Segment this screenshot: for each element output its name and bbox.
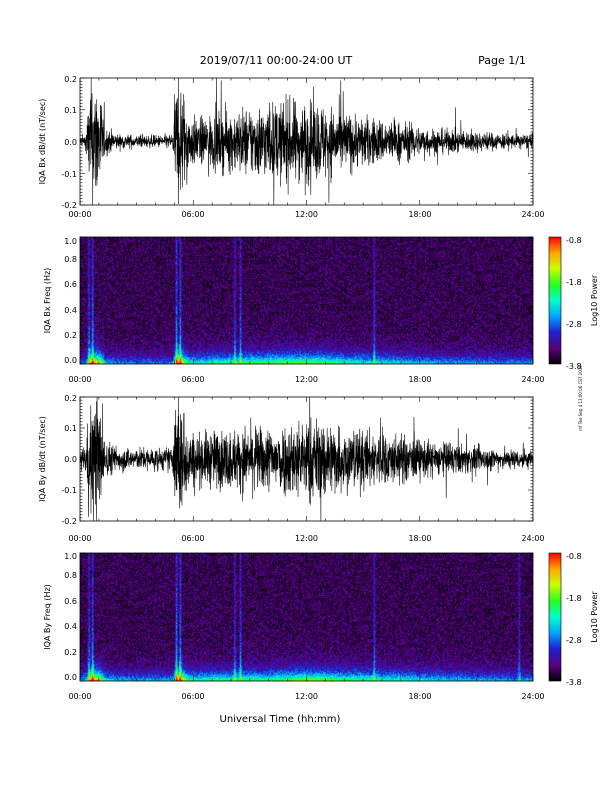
bx-spectrogram-panel: 00:00 06:00 12:00 18:00 24:00 0.0 0.2 0.… <box>43 236 599 384</box>
by-spectrogram-heatmap <box>80 553 533 681</box>
by-waveform-xtick-label: 24:00 <box>521 534 544 543</box>
page-number: Page 1/1 <box>478 54 526 67</box>
by-spectrogram-ticks <box>79 552 534 682</box>
bx-spectrogram-xtick-label: 18:00 <box>408 375 431 384</box>
bx-waveform-xtick-label: 12:00 <box>295 210 318 219</box>
bx-waveform-xtick-label: 06:00 <box>181 210 204 219</box>
by-colorbar-label: Log10 Power <box>590 591 599 643</box>
by-spectrogram-xtick-label: 18:00 <box>408 692 431 701</box>
bx-colorbar-tick-label: -2.8 <box>566 320 582 329</box>
bx-colorbar: -0.8 -1.8 -2.8 -3.8 Log10 Power <box>548 236 599 371</box>
bx-waveform-panel: 00:00 06:00 12:00 18:00 24:00 -0.2 -0.1 … <box>38 75 545 219</box>
bx-colorbar-tick-label: -1.8 <box>566 278 582 287</box>
by-colorbar-tick-label: -1.8 <box>566 594 582 603</box>
by-waveform-panel: 00:00 06:00 12:00 18:00 24:00 -0.2 -0.1 … <box>38 394 545 543</box>
by-waveform-ytick-label: -0.1 <box>61 486 77 495</box>
bx-waveform-ytick-label: -0.1 <box>61 170 77 179</box>
by-spectrogram-ytick-label: 0.8 <box>64 571 77 580</box>
page-title: 2019/07/11 00:00-24:00 UT <box>200 54 353 67</box>
by-colorbar-tick-label: -0.8 <box>566 552 582 561</box>
bx-spectrogram-ytick-label: 0.4 <box>64 306 77 315</box>
by-waveform-trace <box>79 396 534 522</box>
by-waveform-ytick-label: 0.2 <box>64 394 77 403</box>
bx-spectrogram-image-holder <box>80 237 533 364</box>
bx-spectrogram-ylabel: IQA Bx Freq (Hz) <box>43 268 52 334</box>
bx-spectrogram-ytick-label: 0.0 <box>64 356 77 365</box>
bx-waveform-xtick-label: 00:00 <box>68 210 91 219</box>
bx-waveform-xtick-label: 24:00 <box>521 210 544 219</box>
by-waveform-ytick-label: -0.2 <box>61 517 77 526</box>
by-waveform-xtick-label: 00:00 <box>68 534 91 543</box>
bx-waveform-ytick-label: 0.2 <box>64 75 77 84</box>
bx-waveform-trace <box>79 77 534 206</box>
generation-stamp: mf Ted Sep 4 13:00:06 CST 2019 <box>578 365 583 431</box>
by-colorbar: -0.8 -1.8 -2.8 -3.8 Log10 Power <box>548 552 599 687</box>
bx-waveform-ticks <box>79 77 534 206</box>
bx-spectrogram-xtick-label: 12:00 <box>295 375 318 384</box>
bx-spectrogram-ytick-label: 0.8 <box>64 255 77 264</box>
by-colorbar-scale <box>548 552 562 682</box>
by-spectrogram-ytick-label: 0.6 <box>64 597 77 606</box>
bx-waveform-xtick-label: 18:00 <box>408 210 431 219</box>
by-spectrogram-panel: 00:00 06:00 12:00 18:00 24:00 0.0 0.2 0.… <box>43 552 599 701</box>
by-spectrogram-ytick-label: 1.0 <box>64 552 77 561</box>
bx-spectrogram-xtick-label: 06:00 <box>181 375 204 384</box>
bx-spectrogram-ytick-label: 0.6 <box>64 280 77 289</box>
bx-waveform-ytick-label: 0.1 <box>64 106 77 115</box>
by-colorbar-tick-label: -3.8 <box>566 678 582 687</box>
by-spectrogram-ytick-label: 0.0 <box>64 673 77 682</box>
by-spectrogram-xtick-label: 06:00 <box>181 692 204 701</box>
by-spectrogram-xtick-label: 12:00 <box>295 692 318 701</box>
bx-spectrogram-ticks <box>79 236 534 365</box>
bx-waveform-ylabel: IQA Bx dB/dt (nT/sec) <box>38 99 47 185</box>
by-waveform-ylabel: IQA By dB/dt (nT/sec) <box>38 416 47 502</box>
bx-colorbar-scale <box>548 236 562 365</box>
bx-waveform-ytick-label: 0.0 <box>64 138 77 147</box>
bx-spectrogram-xtick-label: 24:00 <box>521 375 544 384</box>
by-waveform-ytick-label: 0.1 <box>64 424 77 433</box>
bx-spectrogram-heatmap <box>80 237 533 364</box>
by-waveform-xtick-label: 12:00 <box>295 534 318 543</box>
time-axis-label: Universal Time (hh:mm) <box>220 714 341 725</box>
bx-colorbar-label: Log10 Power <box>590 274 599 326</box>
bx-colorbar-tick-label: -0.8 <box>566 236 582 245</box>
bx-colorbar-tick-label: -3.8 <box>566 362 582 371</box>
bx-waveform-ytick-label: -0.2 <box>61 201 77 210</box>
by-spectrogram-image-holder <box>80 553 533 681</box>
by-spectrogram-xtick-label: 00:00 <box>68 692 91 701</box>
by-spectrogram-xtick-label: 24:00 <box>521 692 544 701</box>
by-spectrogram-ytick-label: 0.4 <box>64 622 77 631</box>
by-spectrogram-ytick-label: 0.2 <box>64 648 77 657</box>
by-waveform-xtick-label: 06:00 <box>181 534 204 543</box>
by-colorbar-tick-label: -2.8 <box>566 636 582 645</box>
bx-spectrogram-xtick-label: 00:00 <box>68 375 91 384</box>
by-waveform-ticks <box>79 396 534 522</box>
bx-spectrogram-ytick-label: 1.0 <box>64 237 77 246</box>
by-waveform-ytick-label: 0.0 <box>64 455 77 464</box>
bx-spectrogram-ytick-label: 0.2 <box>64 331 77 340</box>
by-spectrogram-ylabel: IQA By Freq (Hz) <box>43 584 52 650</box>
by-waveform-xtick-label: 18:00 <box>408 534 431 543</box>
